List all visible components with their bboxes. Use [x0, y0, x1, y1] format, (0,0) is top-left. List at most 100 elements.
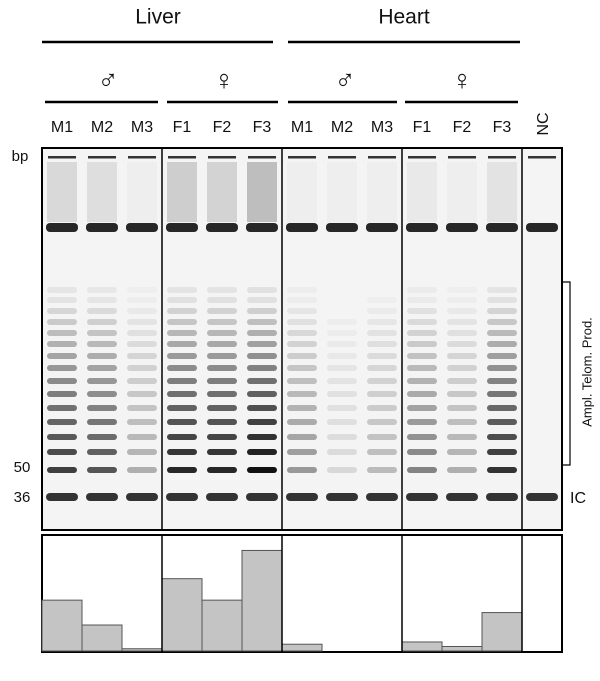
- well: [408, 156, 436, 159]
- well: [248, 156, 276, 159]
- ladder-band: [287, 287, 317, 293]
- ladder-band: [327, 353, 357, 359]
- ladder-band: [167, 391, 197, 397]
- gel-bands: [46, 156, 558, 501]
- ladder-band: [447, 341, 477, 347]
- ladder-band: [367, 434, 397, 440]
- bar: [241, 549, 283, 652]
- lane-label: F3: [253, 119, 272, 136]
- ladder-band: [287, 353, 317, 359]
- well: [488, 156, 516, 159]
- smear: [127, 162, 157, 222]
- ladder-band: [407, 405, 437, 411]
- ladder-band: [127, 449, 157, 455]
- ladder-band: [207, 405, 237, 411]
- smear: [367, 162, 397, 222]
- lane-label: F2: [453, 119, 472, 136]
- well: [48, 156, 76, 159]
- ladder-band: [327, 330, 357, 336]
- ladder-band: [367, 341, 397, 347]
- ladder-band: [407, 419, 437, 425]
- ladder-band: [167, 308, 197, 314]
- ladder-band: [47, 419, 77, 425]
- ladder-band: [247, 378, 277, 384]
- band: [46, 493, 78, 501]
- gel: [41, 147, 563, 531]
- ladder-band: [167, 467, 197, 473]
- ladder-band: [287, 419, 317, 425]
- ladder-band: [207, 378, 237, 384]
- band: [206, 493, 238, 501]
- sex-symbol: ♀: [214, 64, 235, 95]
- ladder-band: [207, 353, 237, 359]
- lane-label: M2: [91, 119, 113, 136]
- ladder-band: [87, 365, 117, 371]
- band: [406, 493, 438, 501]
- ladder-band: [47, 365, 77, 371]
- ladder-band: [87, 467, 117, 473]
- lane-label: M1: [51, 119, 73, 136]
- ladder-band: [247, 308, 277, 314]
- ladder-band: [87, 319, 117, 325]
- ladder-band: [447, 391, 477, 397]
- ladder-band: [87, 391, 117, 397]
- ladder-band: [407, 391, 437, 397]
- smear: [167, 162, 197, 222]
- ladder-band: [487, 319, 517, 325]
- bar: [121, 648, 163, 652]
- bar: [441, 645, 483, 652]
- ladder-band: [127, 467, 157, 473]
- ladder-band: [127, 378, 157, 384]
- ladder-band: [127, 419, 157, 425]
- ladder-band: [167, 330, 197, 336]
- smear: [287, 162, 317, 222]
- ladder-band: [447, 353, 477, 359]
- lane-label: F1: [173, 119, 192, 136]
- ladder-band: [287, 378, 317, 384]
- ladder-band: [167, 449, 197, 455]
- lane-label: F1: [413, 119, 432, 136]
- ladder-band: [207, 419, 237, 425]
- bar-panel: [41, 534, 563, 653]
- lane-label: F3: [493, 119, 512, 136]
- well: [88, 156, 116, 159]
- ladder-band: [327, 365, 357, 371]
- ladder-band: [487, 434, 517, 440]
- ladder-band: [207, 341, 237, 347]
- ladder-band: [487, 405, 517, 411]
- band: [166, 223, 198, 232]
- ladder-band: [287, 319, 317, 325]
- ladder-band: [487, 365, 517, 371]
- ladder-band: [87, 378, 117, 384]
- band: [366, 493, 398, 501]
- marker-label: 50: [14, 459, 31, 476]
- ladder-band: [207, 467, 237, 473]
- ladder-band: [247, 330, 277, 336]
- lane-label: NC: [535, 112, 552, 135]
- smear: [487, 162, 517, 222]
- bars: [41, 549, 523, 652]
- ladder-band: [47, 434, 77, 440]
- ladder-band: [167, 297, 197, 303]
- band: [206, 223, 238, 232]
- ladder-band: [447, 287, 477, 293]
- ladder-band: [447, 330, 477, 336]
- ladder-band: [167, 319, 197, 325]
- ladder-band: [207, 391, 237, 397]
- lane-label: M2: [331, 119, 353, 136]
- ladder-band: [247, 419, 277, 425]
- ladder-band: [287, 391, 317, 397]
- ladder-band: [167, 353, 197, 359]
- band: [326, 223, 358, 232]
- ladder-band: [327, 467, 357, 473]
- ladder-band: [327, 378, 357, 384]
- ladder-band: [87, 353, 117, 359]
- well: [168, 156, 196, 159]
- sex-symbol: ♀: [452, 64, 473, 95]
- ladder-band: [407, 449, 437, 455]
- ladder-band: [327, 434, 357, 440]
- ladder-band: [407, 434, 437, 440]
- ladder-band: [87, 287, 117, 293]
- ladder-band: [327, 449, 357, 455]
- band: [286, 493, 318, 501]
